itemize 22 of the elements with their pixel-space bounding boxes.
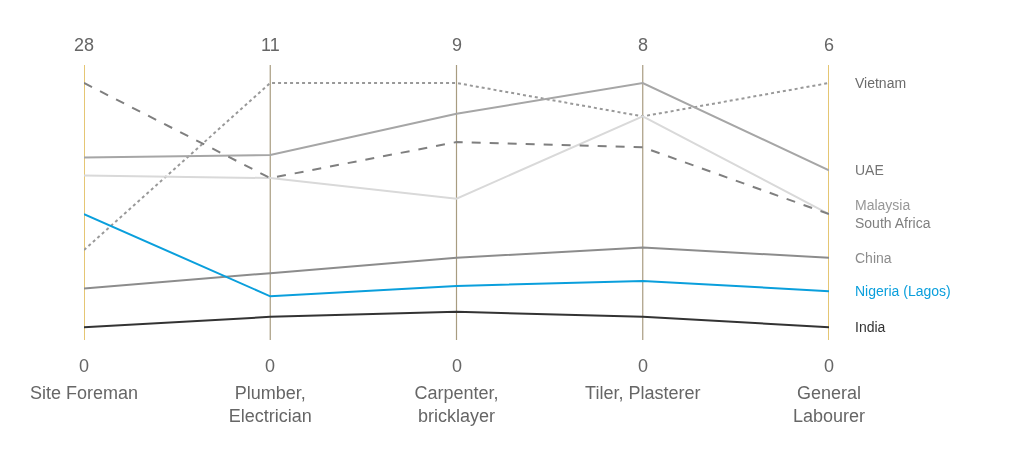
annotation: 8 xyxy=(638,35,649,55)
x-tick-label: Site Foreman xyxy=(29,383,139,403)
annotation: 6 xyxy=(824,35,835,55)
x-tick-label: Plumber, Electrician xyxy=(228,383,312,427)
annotation: 0 xyxy=(824,356,835,376)
series-label: Nigeria (Lagos) xyxy=(855,283,951,299)
annotation: 28 xyxy=(74,35,95,55)
series-label: Vietnam xyxy=(855,75,907,91)
x-tick-label: General Labourer xyxy=(792,383,866,427)
series-label: India xyxy=(855,319,886,335)
annotation: 0 xyxy=(79,356,90,376)
series-label: Malaysia xyxy=(855,197,911,213)
annotation: 0 xyxy=(265,356,276,376)
annotation: 9 xyxy=(452,35,463,55)
x-tick-label: Tiler, Plasterer xyxy=(585,383,701,403)
series-label: China xyxy=(855,250,892,266)
annotation: 0 xyxy=(452,356,463,376)
x-tick-label: Carpenter, bricklayer xyxy=(414,383,499,427)
annotation: 0 xyxy=(638,356,649,376)
series-label: South Africa xyxy=(855,215,931,231)
series-label: UAE xyxy=(855,162,884,178)
annotation: 11 xyxy=(261,35,280,55)
